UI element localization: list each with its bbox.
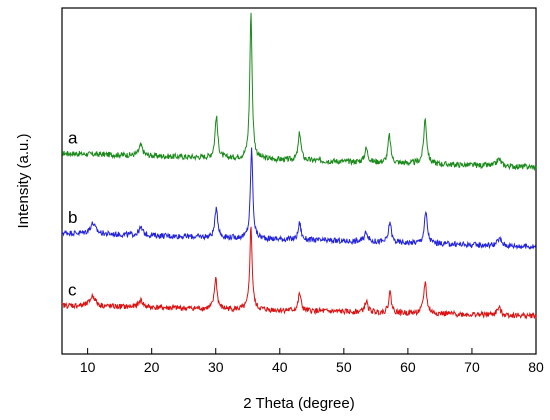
curve-labels-group: a b c bbox=[68, 128, 78, 299]
x-tick-label: 80 bbox=[528, 359, 544, 375]
xrd-curve-a bbox=[61, 12, 537, 172]
x-tick-label: 10 bbox=[80, 359, 96, 375]
plot-frame bbox=[61, 7, 537, 355]
curves-group bbox=[61, 12, 537, 320]
x-axis-ticks: 10 20 30 40 50 60 70 80 bbox=[80, 348, 544, 375]
curve-label-a: a bbox=[68, 128, 78, 147]
x-axis-label: 2 Theta (degree) bbox=[243, 395, 354, 412]
curve-label-c: c bbox=[68, 281, 77, 300]
x-tick-label: 20 bbox=[144, 359, 160, 375]
x-tick-label: 70 bbox=[464, 359, 480, 375]
x-tick-label: 30 bbox=[208, 359, 224, 375]
curve-label-b: b bbox=[68, 208, 77, 227]
x-tick-label: 60 bbox=[400, 359, 416, 375]
xrd-curve-b bbox=[61, 147, 537, 251]
y-axis-label: Intensity (a.u.) bbox=[15, 133, 32, 228]
xrd-curve-c bbox=[61, 226, 537, 320]
x-tick-label: 40 bbox=[272, 359, 288, 375]
x-tick-label: 50 bbox=[336, 359, 352, 375]
